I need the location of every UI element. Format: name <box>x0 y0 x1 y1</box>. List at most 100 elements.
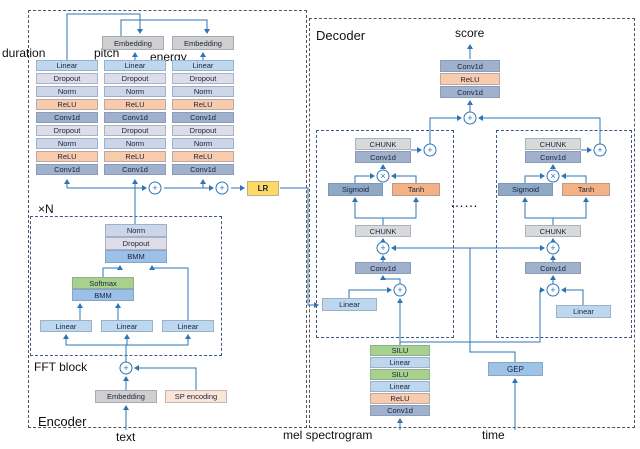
silu-block: SILU <box>370 369 430 380</box>
add-node-left-out: + <box>423 143 437 157</box>
qkv-linear-block: Linear <box>101 320 153 332</box>
dropout-block: Dropout <box>104 125 166 136</box>
chunk-block: CHUNK <box>355 225 411 237</box>
multiply-node-right: × <box>546 169 560 183</box>
svg-text:+: + <box>550 243 555 253</box>
add-node-right-cond: + <box>546 283 560 297</box>
dropout-block: Dropout <box>36 125 98 136</box>
svg-text:+: + <box>123 363 128 373</box>
sigmoid-block: Sigmoid <box>498 183 553 196</box>
duration-predictor-column: Linear Dropout Norm ReLU Conv1d Dropout … <box>36 60 98 175</box>
svg-text:×: × <box>550 171 555 181</box>
attention-stack: Softmax BMM <box>72 277 134 301</box>
relu-block: ReLU <box>36 99 98 110</box>
pitch-embedding-block: Embedding <box>102 36 164 50</box>
add-node-pitch: + <box>148 181 162 195</box>
svg-text:×: × <box>380 171 385 181</box>
residual-block-right-box <box>496 130 632 338</box>
tanh-block: Tanh <box>562 183 610 196</box>
dropout-block: Dropout <box>172 73 234 84</box>
svg-text:+: + <box>550 285 555 295</box>
svg-text:+: + <box>219 183 224 193</box>
fft-block-label: FFT block <box>34 360 88 374</box>
dropout-block: Dropout <box>36 73 98 84</box>
conv1d-block: Conv1d <box>440 60 500 72</box>
dropout-block: Dropout <box>172 125 234 136</box>
decoder-box <box>309 18 635 428</box>
chunk-block: CHUNK <box>355 138 411 150</box>
encoder-label: Encoder <box>38 414 87 429</box>
decoder-output-stack: Conv1d ReLU Conv1d <box>440 60 500 98</box>
norm-block: Norm <box>104 86 166 97</box>
energy-embedding-block: Embedding <box>172 36 234 50</box>
conv1d-block: Conv1d <box>172 164 234 175</box>
linear-block: Linear <box>370 381 430 392</box>
conv1d-block: Conv1d <box>355 262 411 274</box>
conv1d-block: Conv1d <box>440 86 500 98</box>
linear-block: Linear <box>36 60 98 71</box>
decoder-label: Decoder <box>316 28 366 43</box>
left-chunk-conv-stack: CHUNK Conv1d <box>355 138 411 163</box>
norm-block: Norm <box>105 224 167 237</box>
linear-block: Linear <box>370 357 430 368</box>
svg-text:+: + <box>380 243 385 253</box>
chunk-block: CHUNK <box>525 225 581 237</box>
conv1d-block: Conv1d <box>525 262 581 274</box>
add-node-left-cond: + <box>393 283 407 297</box>
mel-conditioner-stack: SILU Linear SILU Linear ReLU Conv1d <box>370 345 430 416</box>
residual-block-left-box <box>316 130 454 338</box>
pitch-predictor-column: Linear Dropout Norm ReLU Conv1d Dropout … <box>104 60 166 175</box>
score-output-label: score <box>455 26 485 40</box>
conv1d-block: Conv1d <box>104 164 166 175</box>
softmax-block: Softmax <box>72 277 134 289</box>
conv1d-block: Conv1d <box>36 164 98 175</box>
chunk-block: CHUNK <box>525 138 581 150</box>
qkv-linear-block: Linear <box>40 320 92 332</box>
norm-block: Norm <box>36 86 98 97</box>
gep-block: GEP <box>488 362 543 376</box>
add-node-left-step: + <box>376 241 390 255</box>
conv1d-block: Conv1d <box>36 112 98 123</box>
norm-block: Norm <box>172 138 234 149</box>
sp-encoding-block: SP encoding <box>165 390 227 403</box>
qkv-linear-block: Linear <box>162 320 214 332</box>
relu-block: ReLU <box>36 151 98 162</box>
dropout-block: Dropout <box>104 73 166 84</box>
relu-block: ReLU <box>172 99 234 110</box>
bmm-block: BMM <box>105 250 167 263</box>
add-node-decoder-skip: + <box>463 111 477 125</box>
add-node-right-out: + <box>593 143 607 157</box>
add-node-right-step: + <box>546 241 560 255</box>
norm-block: Norm <box>172 86 234 97</box>
time-input-label: time <box>482 428 505 442</box>
length-regulator-block: LR <box>247 181 279 196</box>
relu-block: ReLU <box>370 393 430 404</box>
repeat-dots: …… <box>450 194 478 210</box>
linear-block: Linear <box>172 60 234 71</box>
bmm-block: BMM <box>72 289 134 301</box>
relu-block: ReLU <box>172 151 234 162</box>
conv1d-block: Conv1d <box>355 151 411 163</box>
silu-block: SILU <box>370 345 430 356</box>
mel-spectrogram-label: mel spectrogram <box>283 428 373 442</box>
sigmoid-block: Sigmoid <box>328 183 383 196</box>
relu-block: ReLU <box>440 73 500 85</box>
text-input-label: text <box>116 430 136 444</box>
conditioner-linear-block: Linear <box>556 305 611 318</box>
encoder-box <box>28 10 307 428</box>
linear-block: Linear <box>104 60 166 71</box>
tanh-block: Tanh <box>392 183 440 196</box>
right-chunk-conv-stack: CHUNK Conv1d <box>525 138 581 163</box>
svg-text:+: + <box>427 145 432 155</box>
dropout-block: Dropout <box>105 237 167 250</box>
conv1d-block: Conv1d <box>525 151 581 163</box>
conv1d-block: Conv1d <box>104 112 166 123</box>
add-node-encoder-input: + <box>119 361 133 375</box>
multiply-node-left: × <box>376 169 390 183</box>
relu-block: ReLU <box>104 151 166 162</box>
xn-label: ×N <box>38 202 54 216</box>
norm-block: Norm <box>104 138 166 149</box>
relu-block: ReLU <box>104 99 166 110</box>
